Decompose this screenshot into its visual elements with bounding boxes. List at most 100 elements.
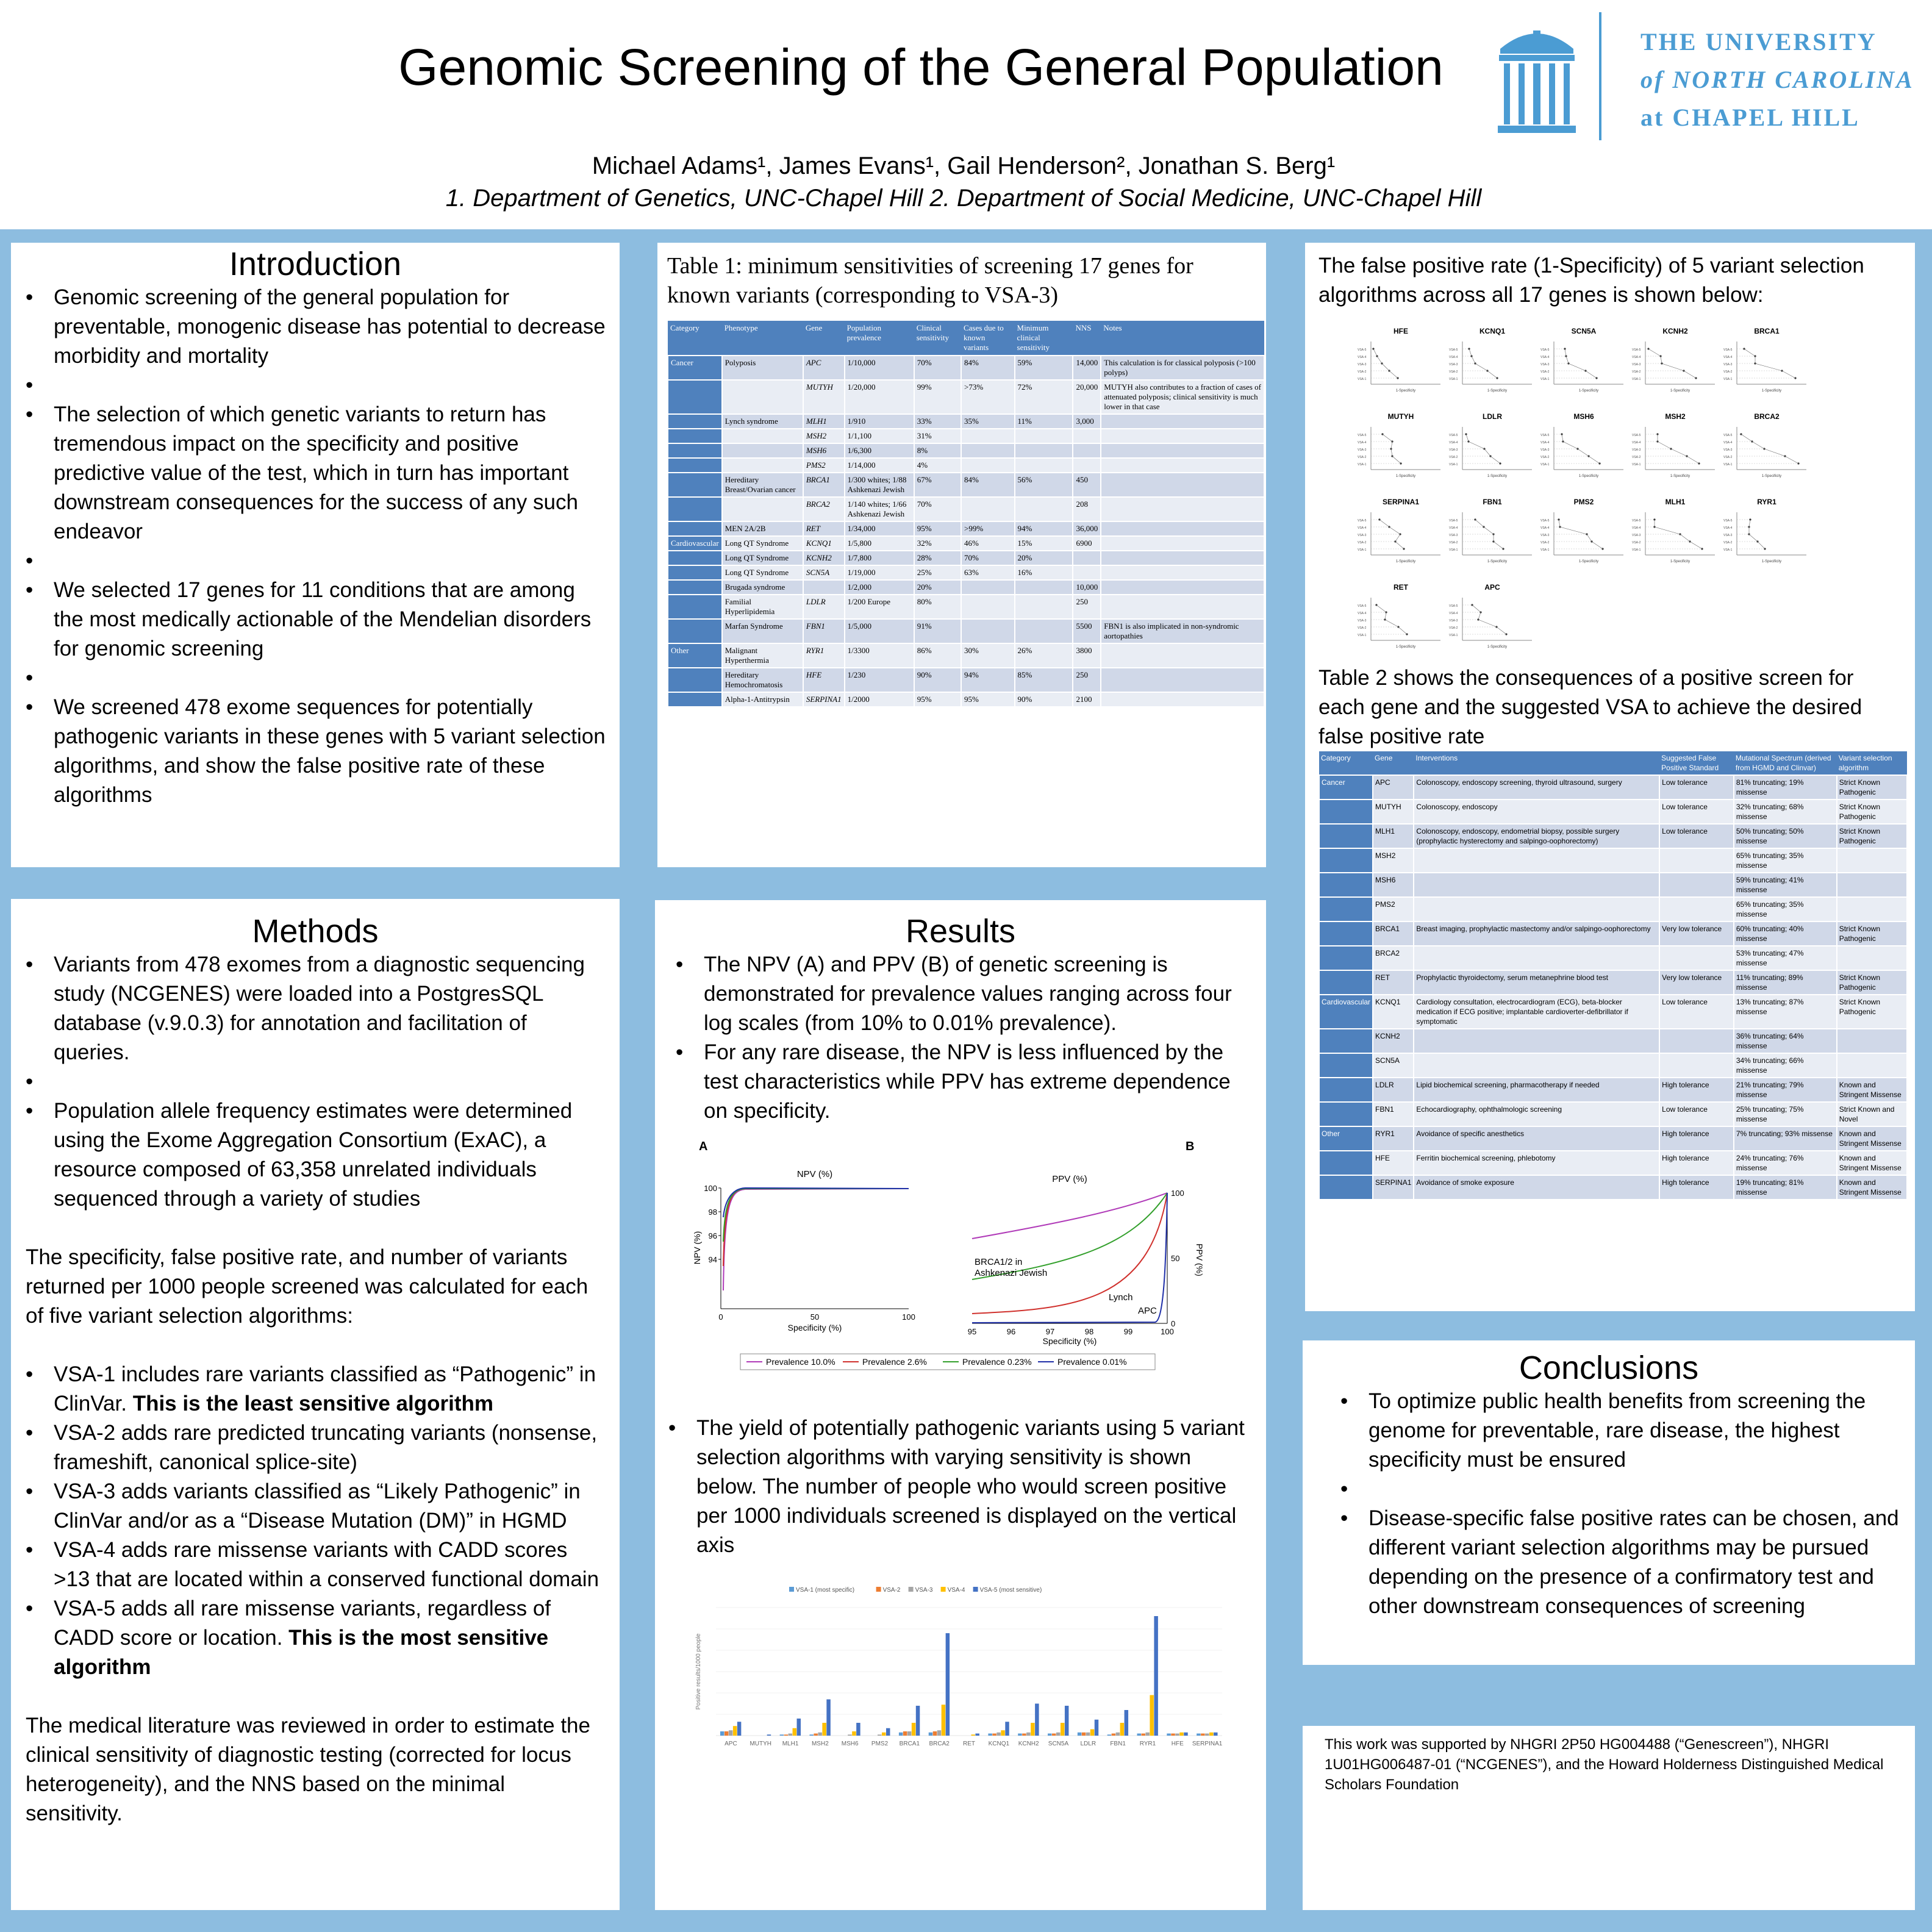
table1-cell (1100, 692, 1265, 707)
table1-cell: Hereditary Hemochromatosis (721, 667, 804, 693)
table1-cell: 1/5,000 (843, 618, 915, 644)
fpr-mini-chart: KCNQ1 VSA-5 VSA-4 VSA-3 VSA-2 VSA-1 1-Specific… (1447, 327, 1538, 400)
table1-cell: 31% (913, 428, 962, 444)
npv-ytick: 98 (709, 1208, 717, 1217)
table1-cell (667, 413, 723, 429)
table2-cell (1413, 896, 1661, 922)
svg-text:VSA-3: VSA-3 (1632, 448, 1641, 452)
table1-cell: Brugada syndrome (721, 579, 804, 595)
table2-header-cell: Suggested False Positive Standard (1659, 751, 1734, 775)
table1-row: Lynch syndrome MLH1 1/910 33% 35% 11% 3,000 (667, 413, 1265, 429)
table1: Category Phenotype Gene Population prevalen… (667, 321, 1265, 707)
svg-text:VSA-2: VSA-2 (1449, 370, 1458, 374)
bar (809, 1734, 814, 1736)
spacer (26, 1067, 605, 1097)
table1-cell: RET (802, 521, 845, 537)
bar (941, 1705, 946, 1736)
table2-cell (1318, 970, 1374, 995)
table2-cell: Avoidance of smoke exposure (1413, 1175, 1661, 1200)
table1-cell (1100, 565, 1265, 581)
table1-cell: RYR1 (802, 643, 845, 668)
bar-category-label: MLH1 (782, 1741, 799, 1747)
svg-text:VSA-1: VSA-1 (1449, 463, 1458, 467)
table1-cell (960, 428, 1015, 444)
table2-cell (1413, 945, 1661, 971)
table1-cell: Other (667, 643, 723, 668)
fpr-gene-label: MUTYH (1387, 412, 1414, 421)
svg-text:VSA-4: VSA-4 (1540, 356, 1550, 359)
bar-ylabel: Positive results/1000 people (695, 1633, 702, 1710)
svg-text:VSA-4: VSA-4 (1723, 441, 1733, 445)
fpr-mini-chart: RET VSA-5 VSA-4 VSA-3 VSA-2 VSA-1 1-Specificit… (1355, 583, 1447, 656)
table1-cell: 30% (960, 643, 1015, 668)
svg-text:VSA-5: VSA-5 (1449, 348, 1458, 352)
intro-bullet: We selected 17 genes for 11 conditions t… (26, 576, 607, 664)
table1-cell: 85% (1014, 667, 1074, 693)
bar (932, 1731, 937, 1736)
bar-legend-entry: VSA-5 (most sensitive) (980, 1587, 1042, 1594)
table1-row: Long QT Syndrome KCNH2 1/7,800 28% 70% 20% (667, 550, 1265, 566)
annotation-apc: APC (1138, 1306, 1157, 1316)
table2-cell: Very low tolerance (1659, 921, 1734, 946)
table1-cell: 70% (960, 550, 1015, 566)
table1-cell (1014, 618, 1074, 644)
table1-cell: 94% (960, 667, 1015, 693)
table2-cell: Cardiovascular (1318, 994, 1374, 1029)
funding-text: This work was supported by NHGRI 2P50 HG… (1325, 1736, 1884, 1793)
svg-text:VSA-5: VSA-5 (1449, 604, 1458, 608)
table2-row: LDLR Lipid biochemical screening, pharmac… (1318, 1077, 1908, 1103)
table2-cell (1659, 872, 1734, 898)
table2-cell: RET (1372, 970, 1415, 995)
ppv-ytick: 50 (1171, 1254, 1179, 1263)
introduction-panel: Introduction Genomic screening of the ge… (11, 243, 620, 867)
table1-cell (1014, 457, 1074, 473)
svg-text:VSA-2: VSA-2 (1632, 456, 1641, 459)
table1-cell (960, 579, 1015, 595)
bar (818, 1732, 822, 1736)
bar (1060, 1723, 1065, 1736)
fpr-gene-label: SERPINA1 (1382, 498, 1420, 506)
conclusions-panel: Conclusions To optimize public health be… (1303, 1340, 1915, 1665)
table1-cell (667, 379, 723, 415)
table1-cell: 3,000 (1072, 413, 1102, 429)
fpr-gene-label: LDLR (1483, 412, 1502, 421)
bar (732, 1726, 737, 1736)
table1-cell: 94% (1014, 521, 1074, 537)
fpr-mini-plot: VSA-5 VSA-4 VSA-3 VSA-2 VSA-1 1-Specificity (1449, 342, 1532, 393)
table1-cell: PMS2 (802, 457, 845, 473)
table1-cell (1100, 579, 1265, 595)
table1-cell (667, 443, 723, 459)
table2-cell: RYR1 (1372, 1126, 1415, 1151)
bar-category-label: RYR1 (1140, 1741, 1156, 1747)
svg-text:VSA-1: VSA-1 (1632, 548, 1641, 552)
table1-cell: 20,000 (1072, 379, 1102, 415)
table2-cell (1318, 799, 1374, 825)
ppv-xtick: 95 (968, 1327, 976, 1336)
table2-header-cell: Interventions (1414, 751, 1660, 775)
svg-text:VSA-3: VSA-3 (1540, 363, 1550, 367)
table1-cell: 1/10,000 (843, 355, 915, 381)
bar (915, 1706, 920, 1736)
table1-cell (667, 692, 723, 707)
table1-cell: 99% (913, 379, 962, 415)
fpr-mini-plot: VSA-5 VSA-4 VSA-3 VSA-2 VSA-1 1-Specificity (1449, 512, 1532, 564)
table2: Category Gene Interventions Suggested False… (1318, 751, 1908, 1200)
table1-cell: 3800 (1072, 643, 1102, 668)
table2-cell: Breast imaging, prophylactic mastectomy … (1413, 921, 1661, 946)
svg-text:VSA-4: VSA-4 (1449, 526, 1458, 530)
bar (1201, 1733, 1205, 1736)
table2-cell (1318, 1028, 1374, 1054)
table1-cell (960, 594, 1015, 620)
table2-cell: 13% truncating; 87% missense (1733, 994, 1837, 1029)
table1-row: MUTYH 1/20,000 99% >73% 72% 20,000 MUTYH also … (667, 379, 1265, 415)
table1-row: Cancer Polyposis APC 1/10,000 70% 84% 59% 14,00… (667, 355, 1265, 381)
table1-cell (721, 443, 804, 459)
introduction-title: Introduction (229, 246, 402, 282)
table2-cell (1836, 896, 1908, 922)
table1-cell: 95% (913, 692, 962, 707)
table2-cell (1318, 1150, 1374, 1176)
panel-a-label: A (699, 1140, 707, 1153)
table2-cell: Strict Known Pathogenic (1836, 970, 1908, 995)
table1-cell: SCN5A (802, 565, 845, 581)
npv-ytick: 96 (709, 1231, 717, 1240)
